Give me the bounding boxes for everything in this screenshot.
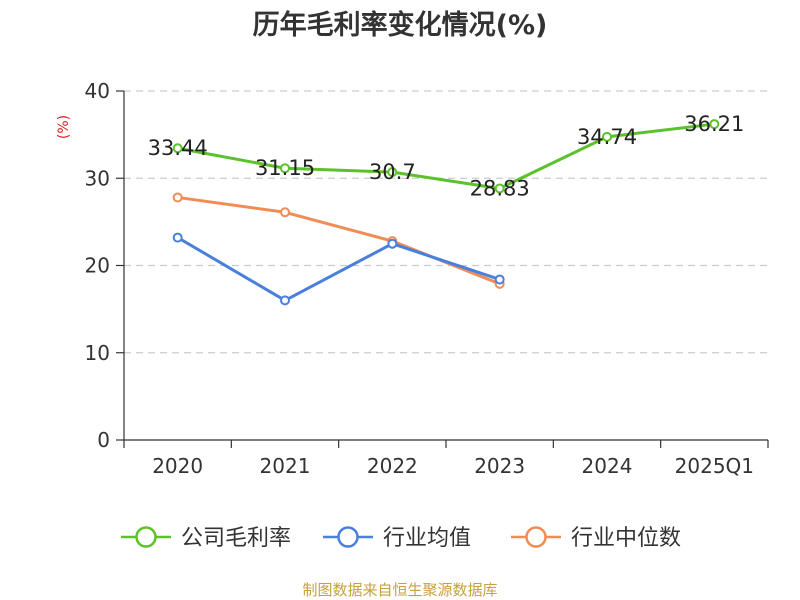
legend-marker bbox=[135, 526, 157, 548]
y-tick-label: 20 bbox=[85, 254, 110, 278]
legend-marker bbox=[525, 526, 547, 548]
legend-label: 行业均值 bbox=[383, 526, 471, 551]
source-note: 制图数据来自恒生聚源数据库 bbox=[302, 581, 497, 599]
x-tick-label: 2021 bbox=[260, 454, 311, 478]
x-tick-label: 2025Q1 bbox=[675, 454, 754, 478]
data-label: 28.83 bbox=[470, 176, 530, 200]
data-point bbox=[709, 119, 720, 130]
series-line bbox=[176, 236, 501, 302]
data-label: 34.74 bbox=[577, 125, 637, 149]
data-point bbox=[172, 192, 183, 203]
data-point bbox=[280, 207, 290, 218]
data-point bbox=[494, 274, 505, 285]
data-point bbox=[387, 167, 398, 178]
x-tick-label: 2020 bbox=[152, 454, 203, 478]
data-label: 31.15 bbox=[255, 156, 315, 180]
data-point bbox=[280, 295, 290, 306]
legend: 公司毛利率 行业均值 行业中位数 bbox=[121, 526, 681, 551]
legend-item: 公司毛利率 bbox=[121, 526, 291, 551]
legend-label: 行业中位数 bbox=[571, 526, 681, 551]
x-tick-label: 2024 bbox=[582, 454, 633, 478]
axes: 0 10 20 30 40 2020 2021 2022 2023 2024 2025Q1 bbox=[85, 79, 769, 478]
y-axis-label: (%) bbox=[56, 115, 72, 139]
series-1 bbox=[172, 232, 505, 306]
data-label: 36.21 bbox=[684, 112, 744, 136]
data-point bbox=[280, 163, 290, 174]
legend-label: 公司毛利率 bbox=[181, 526, 291, 551]
legend-item: 行业中位数 bbox=[511, 526, 681, 551]
x-tick-label: 2022 bbox=[367, 454, 418, 478]
data-point bbox=[387, 238, 398, 249]
chart-title: 历年毛利率变化情况(%) bbox=[253, 9, 548, 41]
series-0 bbox=[172, 119, 720, 194]
data-label: 30.7 bbox=[369, 160, 416, 184]
legend-marker bbox=[337, 526, 359, 548]
x-tick-label: 2023 bbox=[474, 454, 525, 478]
data-point bbox=[602, 131, 612, 142]
data-labels: 33.44 31.15 30.7 28.83 34.74 36.21 bbox=[148, 112, 745, 200]
y-tick-label: 30 bbox=[85, 166, 110, 190]
data-point bbox=[172, 143, 183, 154]
y-tick-label: 40 bbox=[85, 79, 110, 103]
y-tick-label: 10 bbox=[85, 341, 110, 365]
data-label: 33.44 bbox=[148, 136, 208, 160]
series-line bbox=[177, 122, 715, 190]
y-tick-label: 0 bbox=[97, 428, 110, 452]
series-lines bbox=[172, 119, 720, 306]
data-point bbox=[172, 232, 183, 243]
data-point bbox=[494, 183, 505, 194]
legend-item: 行业均值 bbox=[323, 526, 471, 551]
